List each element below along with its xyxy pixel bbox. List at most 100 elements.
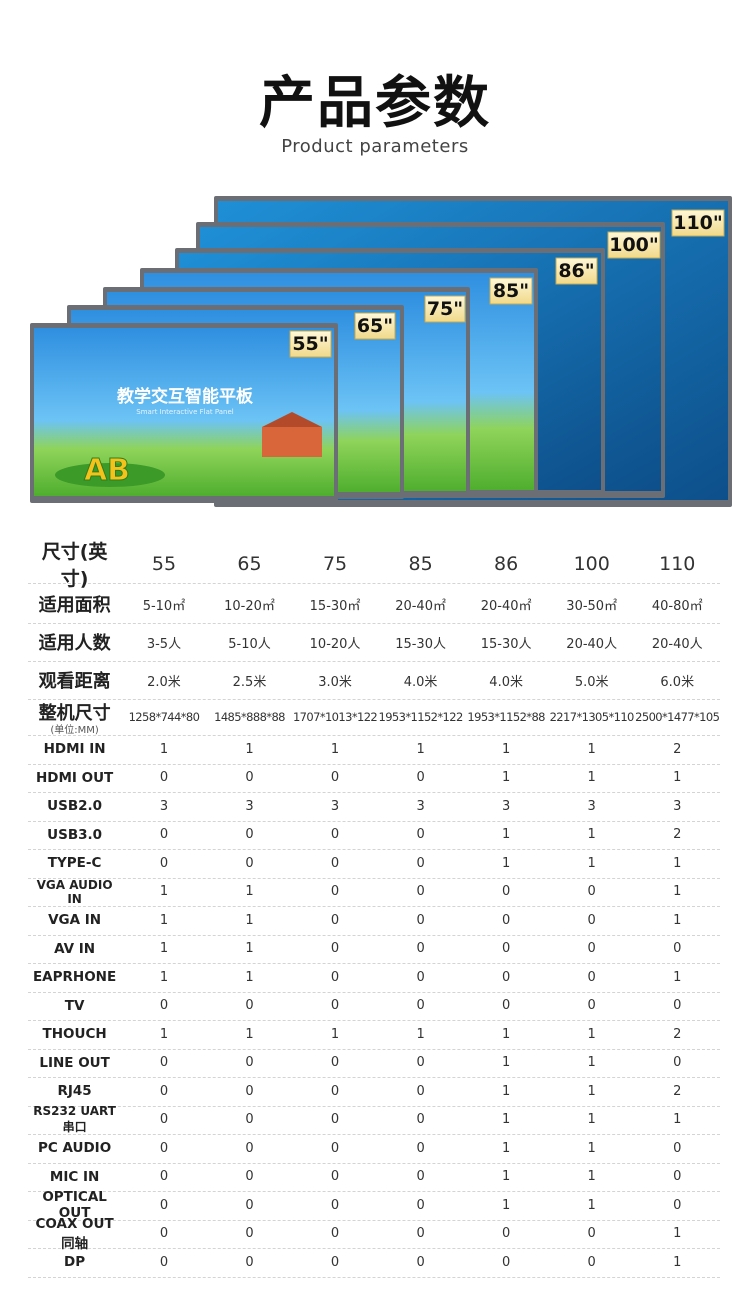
spec-value: 1 <box>159 941 169 957</box>
spec-value: 20-40㎡ <box>395 598 446 614</box>
product-banner: 110" 100" 86" 85" 75" 65" 55" 教学交互智能平板 Smart I… <box>30 196 732 507</box>
spec-value: 0 <box>416 1226 425 1242</box>
size-badge-label: 55" <box>292 333 328 355</box>
spec-value: 1 <box>587 1083 596 1099</box>
size-badge <box>354 312 396 340</box>
spec-value: 0 <box>416 1197 425 1213</box>
spec-value: 0 <box>673 1197 682 1213</box>
spec-value: 1 <box>502 1169 511 1185</box>
spec-label-text: 适用人数 <box>38 633 111 654</box>
spec-value: 0 <box>502 884 511 900</box>
spec-value: 1 <box>245 884 254 900</box>
spec-value: 1 <box>502 770 511 786</box>
spec-value: 1953*1152*122 <box>378 710 464 724</box>
spec-label-text: HDMI OUT <box>35 769 114 786</box>
spec-row: OPTICAL OUT 0 0 0 0 1 1 0 <box>28 1189 720 1221</box>
spec-value: 0 <box>159 1226 169 1242</box>
spec-value: 0 <box>245 855 254 871</box>
spec-row: USB3.0 0 0 0 0 1 1 2 <box>28 821 720 850</box>
spec-label: OPTICAL OUT <box>28 1189 121 1221</box>
spec-row: DP 0 0 0 0 0 0 1 <box>28 1248 720 1278</box>
spec-row: 适用面积 5-10㎡ 10-20㎡ 15-30㎡ 20-40㎡ 20-40㎡ 30-50㎡ 4… <box>28 585 720 624</box>
spec-value: 0 <box>159 827 169 843</box>
spec-value: 0 <box>245 1112 254 1128</box>
spec-value: 2 <box>673 1083 682 1099</box>
spec-label: VGA AUDIO IN <box>28 878 121 906</box>
school <box>262 427 322 457</box>
spec-value: 15-30人 <box>395 636 446 652</box>
spec-row: HDMI IN 1 1 1 1 1 1 2 <box>28 735 720 765</box>
spec-value: 0 <box>159 1140 169 1156</box>
size-badge <box>289 330 332 358</box>
spec-value: 0 <box>416 998 425 1014</box>
spec-value: 1 <box>245 741 254 757</box>
spec-row: AV IN 1 1 0 0 0 0 0 <box>28 935 720 964</box>
spec-label: USB2.0 <box>28 798 121 814</box>
spec-value: 2.5米 <box>232 674 267 690</box>
spec-label: USB3.0 <box>28 827 121 843</box>
spec-value: 0 <box>330 1254 340 1270</box>
spec-value: 0 <box>159 1197 169 1213</box>
spec-value: 0 <box>416 855 425 871</box>
spec-value: 0 <box>416 1055 425 1071</box>
spec-value: 1 <box>587 855 596 871</box>
spec-value: 0 <box>159 1112 169 1128</box>
spec-label-text: COAX OUT 同轴 <box>35 1215 114 1252</box>
spec-value: 1 <box>502 1026 511 1042</box>
spec-value: 0 <box>330 1197 340 1213</box>
spec-label: TV <box>28 998 121 1014</box>
spec-value: 5-10㎡ <box>142 598 186 614</box>
spec-value: 1 <box>587 741 596 757</box>
spec-value: 1 <box>587 1197 596 1213</box>
spec-value: 1258*744*80 <box>128 710 200 724</box>
spec-value: 1953*1152*88 <box>467 710 545 724</box>
spec-value: 20-40人 <box>651 636 703 652</box>
spec-row: 整机尺寸 (单位:MM) 1258*744*80 1485*888*88 1707*10… <box>28 699 720 736</box>
spec-label-text: PC AUDIO <box>37 1140 112 1157</box>
spec-value: 5.0米 <box>574 674 609 690</box>
size-badge-label: 85" <box>493 280 529 302</box>
spec-label: THOUCH <box>28 1026 121 1042</box>
spec-value: 0 <box>245 998 254 1014</box>
spec-value: 0 <box>587 1254 596 1270</box>
spec-value: 20-40㎡ <box>480 598 532 614</box>
spec-label: MIC IN <box>28 1169 121 1185</box>
spec-value: 3 <box>673 798 682 814</box>
spec-value: 0 <box>587 912 596 928</box>
spec-value: 1 <box>416 1026 425 1042</box>
spec-value: 2217*1305*110 <box>549 710 635 724</box>
spec-label: RJ45 <box>28 1083 121 1099</box>
spec-row: THOUCH 1 1 1 1 1 1 2 <box>28 1020 720 1050</box>
spec-row: COAX OUT 同轴 0 0 0 0 0 0 1 <box>28 1216 720 1252</box>
spec-value: 3 <box>245 798 254 814</box>
spec-value: 0 <box>245 1226 254 1242</box>
school-roof <box>262 412 322 427</box>
spec-label-text: LINE OUT <box>39 1054 110 1071</box>
spec-value: 0 <box>416 1083 425 1099</box>
spec-value: 0 <box>330 770 340 786</box>
spec-value: 0 <box>673 941 682 957</box>
spec-value: 1 <box>245 941 254 957</box>
spec-value: 0 <box>159 855 169 871</box>
spec-value: 0 <box>416 941 425 957</box>
spec-label-text: USB3.0 <box>47 826 103 843</box>
spec-label: TYPE-C <box>28 855 121 871</box>
spec-value: 1 <box>587 1112 596 1128</box>
spec-value: 3 <box>159 798 169 814</box>
spec-label-text: RJ45 <box>57 1083 92 1100</box>
spec-value: 40-80㎡ <box>651 598 703 614</box>
spec-label-text: 观看距离 <box>38 671 111 692</box>
spec-value: 15-30㎡ <box>309 598 361 614</box>
spec-value: 0 <box>416 884 425 900</box>
spec-row: EAPRHONE 1 1 0 0 0 0 1 <box>28 963 720 993</box>
size-badge <box>671 209 725 237</box>
spec-row: USB2.0 3 3 3 3 3 3 3 <box>28 792 720 822</box>
spec-value: 0 <box>416 969 425 985</box>
spec-label-text: TV <box>64 997 85 1014</box>
spec-value: 0 <box>245 1169 254 1185</box>
spec-value: 1 <box>502 1197 511 1213</box>
spec-row: TYPE-C 0 0 0 0 1 1 1 <box>28 849 720 879</box>
spec-label-text: AV IN <box>54 940 96 957</box>
spec-value: 2 <box>673 741 682 757</box>
